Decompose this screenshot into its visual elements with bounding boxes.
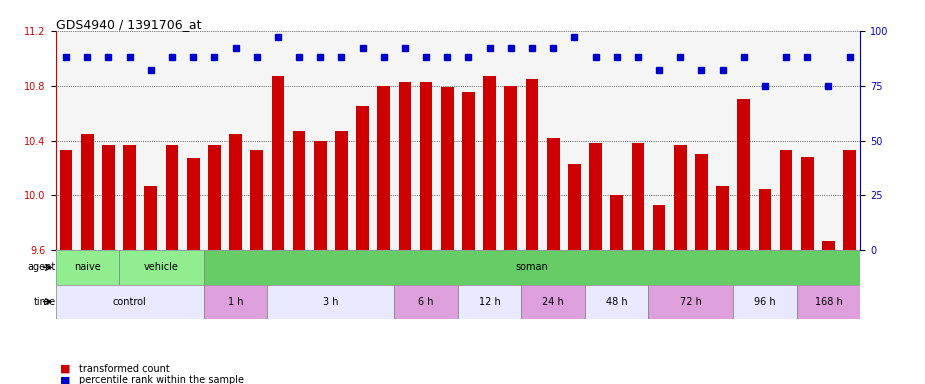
Bar xyxy=(547,138,560,250)
Bar xyxy=(695,154,708,250)
Text: 48 h: 48 h xyxy=(606,296,627,307)
Bar xyxy=(292,131,305,250)
Bar xyxy=(780,150,793,250)
Text: soman: soman xyxy=(515,263,549,273)
Bar xyxy=(568,164,581,250)
Bar xyxy=(335,131,348,250)
Bar xyxy=(483,76,496,250)
Bar xyxy=(758,189,771,250)
Bar xyxy=(60,150,72,250)
Bar xyxy=(737,99,750,250)
Bar xyxy=(632,143,644,250)
Bar xyxy=(462,93,475,250)
Bar xyxy=(204,250,860,285)
Bar xyxy=(251,150,263,250)
Bar xyxy=(356,106,369,250)
Bar xyxy=(399,81,412,250)
Bar xyxy=(377,86,390,250)
Bar xyxy=(420,81,433,250)
Bar xyxy=(525,79,538,250)
Text: agent: agent xyxy=(27,263,56,273)
Text: 96 h: 96 h xyxy=(754,296,776,307)
Bar xyxy=(822,241,835,250)
Bar xyxy=(610,195,623,250)
Bar xyxy=(144,186,157,250)
Bar xyxy=(653,205,665,250)
Bar xyxy=(844,150,856,250)
Text: 12 h: 12 h xyxy=(479,296,500,307)
Bar xyxy=(504,86,517,250)
Text: 6 h: 6 h xyxy=(418,296,434,307)
Text: 1 h: 1 h xyxy=(228,296,243,307)
Text: transformed count: transformed count xyxy=(79,364,169,374)
Bar xyxy=(796,285,860,319)
Bar xyxy=(56,250,119,285)
Text: 3 h: 3 h xyxy=(323,296,339,307)
Text: 72 h: 72 h xyxy=(680,296,702,307)
Text: 24 h: 24 h xyxy=(542,296,564,307)
Text: control: control xyxy=(113,296,146,307)
Text: 168 h: 168 h xyxy=(815,296,843,307)
Bar xyxy=(716,186,729,250)
Bar xyxy=(522,285,585,319)
Bar xyxy=(187,158,200,250)
Bar xyxy=(585,285,648,319)
Text: ■: ■ xyxy=(60,364,70,374)
Text: ■: ■ xyxy=(60,375,70,384)
Bar xyxy=(734,285,796,319)
Bar xyxy=(648,285,734,319)
Bar xyxy=(102,145,115,250)
Bar xyxy=(80,134,93,250)
Text: time: time xyxy=(33,296,56,307)
Text: percentile rank within the sample: percentile rank within the sample xyxy=(79,375,243,384)
Bar xyxy=(458,285,522,319)
Bar xyxy=(56,285,204,319)
Bar xyxy=(119,250,204,285)
Bar xyxy=(674,145,686,250)
Bar xyxy=(204,285,267,319)
Bar xyxy=(123,145,136,250)
Text: GDS4940 / 1391706_at: GDS4940 / 1391706_at xyxy=(56,18,201,31)
Bar xyxy=(166,145,179,250)
Bar xyxy=(272,76,284,250)
Bar xyxy=(229,134,241,250)
Bar xyxy=(394,285,458,319)
Bar xyxy=(208,145,221,250)
Bar xyxy=(441,87,453,250)
Bar xyxy=(267,285,394,319)
Bar xyxy=(589,143,602,250)
Bar xyxy=(314,141,327,250)
Text: vehicle: vehicle xyxy=(144,263,179,273)
Bar xyxy=(801,157,814,250)
Text: naive: naive xyxy=(74,263,101,273)
